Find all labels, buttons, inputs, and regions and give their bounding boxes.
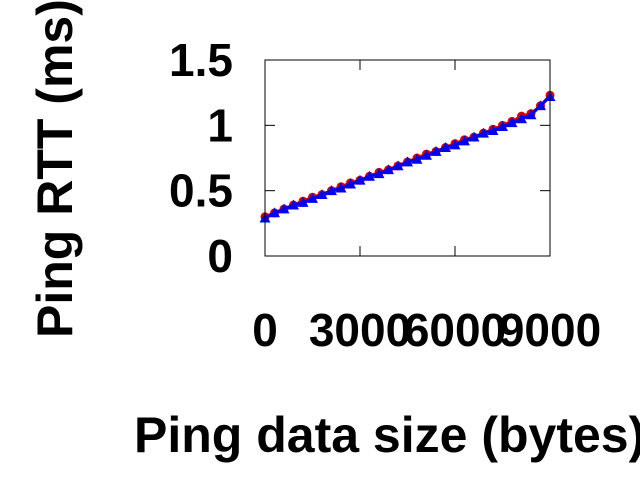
series-2-point (421, 149, 432, 160)
y-tick-label: 1 (207, 99, 233, 151)
series-2-point (468, 131, 480, 142)
series-2-point (506, 117, 518, 128)
y-tick-label: 0.5 (169, 165, 233, 217)
series-2-point (345, 178, 356, 189)
series-2-point (288, 199, 299, 210)
x-tick-label: 6000 (404, 304, 506, 356)
x-tick-label: 0 (252, 304, 278, 356)
series-2-point (449, 139, 461, 150)
series-2-point (535, 100, 546, 111)
y-tick-label: 1.5 (169, 34, 233, 86)
series-2-point (487, 125, 499, 135)
plot-frame (264, 59, 551, 257)
axis-ticks (264, 59, 551, 257)
series-2-point (392, 160, 404, 171)
series-2-point (383, 164, 394, 175)
series-2-point (335, 182, 347, 193)
series-2-point (402, 156, 413, 167)
series-2-point (364, 170, 375, 181)
series-2-point (278, 203, 290, 214)
series-2-point (297, 196, 309, 207)
series-2-point (307, 193, 318, 203)
series-2-point (269, 207, 280, 218)
series-2-point (316, 189, 328, 199)
x-tick-label: 9000 (499, 304, 601, 356)
series-2-point (430, 145, 442, 156)
series-2-point (516, 113, 527, 124)
series-2-point (411, 153, 423, 164)
series-2-point (478, 127, 489, 138)
series-2-point (440, 142, 451, 152)
y-tick-label: 0 (207, 230, 233, 282)
series-2-point (373, 168, 385, 179)
x-tick-label: 3000 (309, 304, 411, 356)
plot-marks (259, 90, 556, 223)
series-2-point (459, 135, 470, 146)
series-2-point (497, 121, 508, 132)
series-2-point (525, 109, 537, 120)
y-axis-title: Ping RTT (ms) (27, 0, 83, 338)
series-2-point (326, 185, 337, 196)
x-axis-title: Ping data size (bytes) (134, 407, 640, 463)
series-1-trace (264, 94, 552, 219)
series-2-point (354, 174, 366, 185)
